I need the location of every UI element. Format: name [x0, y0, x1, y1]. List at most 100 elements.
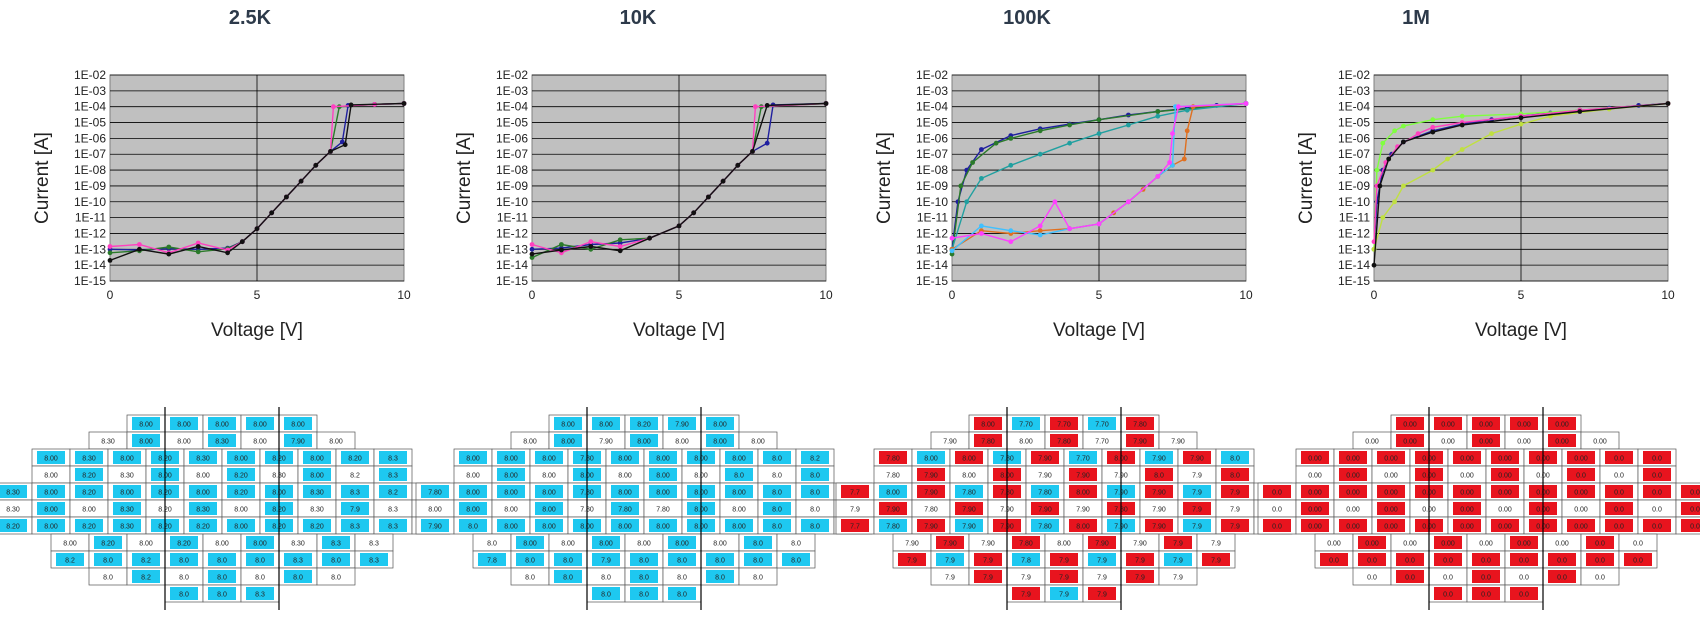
x-tick-label: 0	[949, 288, 956, 302]
die-value-fill	[0, 485, 27, 498]
data-point	[753, 104, 758, 110]
die-value-fill	[1396, 553, 1424, 566]
die-value-label: 8.30	[291, 541, 305, 548]
die-value-label: 7.70	[1019, 422, 1033, 429]
die-value-label: 7.9	[1230, 507, 1240, 514]
die-value-label: 0.00	[1384, 507, 1398, 514]
die-value-fill	[879, 502, 907, 515]
x-axis-label: Voltage [V]	[1475, 320, 1567, 341]
die-value-label: 7.90	[1076, 507, 1090, 514]
chart-title: 100K	[1003, 7, 1051, 29]
die-value-label: 8.30	[120, 524, 134, 531]
die-value-label: 8.00	[120, 456, 134, 463]
die-value-label: 8.00	[675, 541, 689, 548]
data-point	[1096, 131, 1102, 137]
y-axis-label: Current [A]	[32, 132, 53, 224]
chart-title: 10K	[620, 7, 657, 29]
die-value-label: 0.0	[1595, 558, 1605, 565]
data-point	[1518, 115, 1524, 121]
die-value-fill	[1088, 417, 1116, 430]
y-tick-label: 1E-08	[74, 163, 106, 177]
die-value-label: 7.9	[1211, 558, 1221, 565]
die-value-fill	[37, 485, 65, 498]
die-value-fill	[37, 451, 65, 464]
die-value-fill	[1643, 519, 1671, 532]
die-value-label: 8.00	[713, 541, 727, 548]
die-value-fill	[782, 553, 810, 566]
die-value-fill	[1548, 417, 1576, 430]
data-point	[1489, 131, 1494, 137]
die-value-label: 0.00	[1574, 490, 1588, 497]
die-value-label: 8.0	[601, 575, 611, 582]
die-value-label: 8.00	[215, 541, 229, 548]
die-value-fill	[1050, 553, 1078, 566]
die-value-label: 7.9	[601, 558, 611, 565]
die-value-label: 0.00	[1517, 422, 1531, 429]
die-value-fill	[322, 553, 350, 566]
die-value-label: 0.00	[1593, 439, 1607, 446]
die-value-label: 8.0	[293, 575, 303, 582]
die-value-label: 7.9	[1097, 558, 1107, 565]
die-value-label: 8.00	[139, 422, 153, 429]
die-value-label: 8.20	[177, 541, 191, 548]
die-value-fill	[592, 553, 620, 566]
die-value-label: 0.00	[1384, 490, 1398, 497]
die-value-fill	[917, 451, 945, 464]
die-value-label: 8.00	[751, 439, 765, 446]
die-value-label: 0.0	[1614, 524, 1624, 531]
die-value-label: 7.90	[924, 524, 938, 531]
die-value-fill	[246, 587, 274, 600]
die-value-label: 7.9	[1192, 490, 1202, 497]
die-value-label: 8.00	[44, 490, 58, 497]
die-value-label: 8.0	[772, 524, 782, 531]
data-point	[1126, 199, 1131, 205]
die-value-fill	[1472, 434, 1500, 447]
die-value-label: 0.0	[1405, 558, 1415, 565]
die-value-label: 7.90	[1190, 456, 1204, 463]
die-value-fill	[1586, 553, 1614, 566]
die-value-fill	[535, 502, 563, 515]
data-point	[1037, 128, 1043, 134]
die-value-label: 8.0	[255, 575, 265, 582]
die-value-label: 8.3	[388, 456, 398, 463]
die-value-fill	[170, 587, 198, 600]
die-value-label: 8.00	[139, 541, 153, 548]
die-value-label: 0.00	[1460, 473, 1474, 480]
die-value-fill	[1377, 519, 1405, 532]
y-tick-label: 1E-11	[497, 211, 528, 225]
die-value-fill	[974, 570, 1002, 583]
die-value-label: 8.0	[1230, 456, 1240, 463]
y-tick-label: 1E-14	[1338, 258, 1370, 272]
die-value-label: 7.90	[1133, 541, 1147, 548]
data-point	[1401, 139, 1406, 145]
iv-charts: 1E-021E-031E-041E-051E-061E-071E-081E-09…	[32, 68, 1675, 341]
die-value-fill	[1301, 451, 1329, 464]
die-value-label: 7.9	[1059, 575, 1069, 582]
die-value-label: 7.9	[1059, 558, 1069, 565]
die-value-fill	[1510, 536, 1538, 549]
die-value-label: 7.80	[1019, 541, 1033, 548]
die-value-fill	[1396, 434, 1424, 447]
y-tick-label: 1E-09	[74, 179, 106, 193]
die-value-fill	[1510, 553, 1538, 566]
die-value-label: 0.0	[1481, 575, 1491, 582]
die-value-fill	[1510, 417, 1538, 430]
die-value-fill	[841, 485, 869, 498]
die-value-label: 7.9	[1173, 541, 1183, 548]
die-value-fill	[611, 502, 639, 515]
x-tick-label: 5	[1518, 288, 1525, 302]
die-value-fill	[763, 519, 791, 532]
die-value-fill	[284, 553, 312, 566]
die-value-label: 0.00	[1479, 422, 1493, 429]
die-value-label: 8.00	[504, 490, 518, 497]
data-point	[1037, 228, 1043, 234]
die-value-label: 8.0	[179, 558, 189, 565]
data-point	[1184, 128, 1190, 134]
die-value-label: 0.00	[1384, 473, 1398, 480]
x-tick-label: 0	[529, 288, 536, 302]
die-value-fill	[516, 553, 544, 566]
die-value-fill	[1453, 519, 1481, 532]
die-value-fill	[459, 451, 487, 464]
die-value-fill	[1624, 553, 1652, 566]
y-tick-label: 1E-10	[496, 195, 528, 209]
